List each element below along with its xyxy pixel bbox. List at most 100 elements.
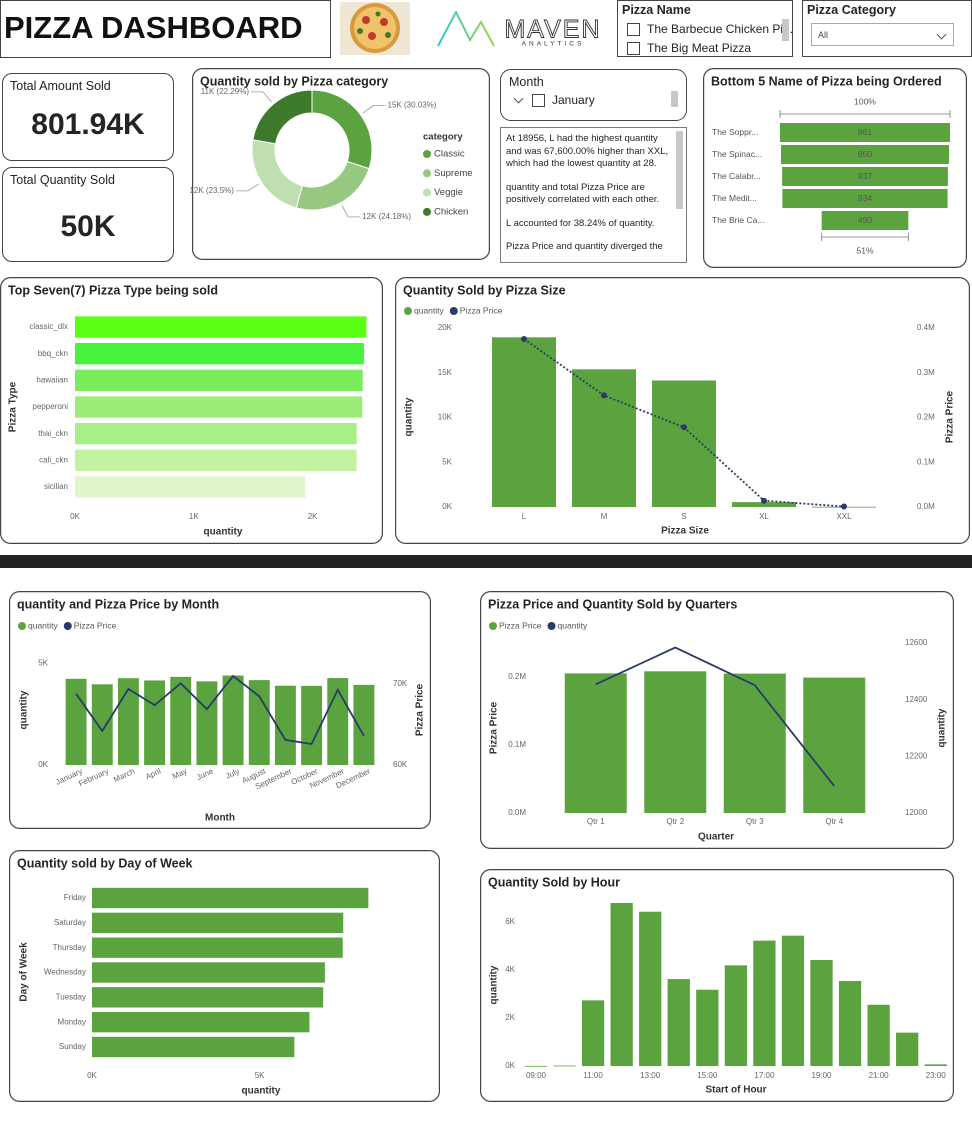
x-tick-label: L <box>522 512 527 521</box>
line-marker <box>761 497 767 504</box>
scrollbar[interactable] <box>671 91 678 107</box>
bar <box>524 1065 548 1067</box>
y-tick-label: pepperoni <box>32 402 68 411</box>
y2-tick-label: 12000 <box>905 808 928 817</box>
slicer-item[interactable]: The Big Meat Pizza <box>627 41 792 55</box>
y-tick-label: 0.1M <box>508 740 526 749</box>
slicer-item[interactable]: January <box>513 93 686 107</box>
y2-tick-label: 70K <box>393 679 408 688</box>
y-tick-label: Monday <box>58 1017 86 1026</box>
line <box>523 338 845 508</box>
card-label: Total Amount Sold <box>10 79 111 93</box>
bar <box>644 671 707 813</box>
narrative-box: At 18956, L had the highest quantity and… <box>500 127 687 263</box>
legend-label: Pizza Price <box>460 305 503 315</box>
y-tick-label: 0K <box>38 760 48 769</box>
y-tick-label: Saturday <box>54 918 86 927</box>
leader-line <box>235 183 260 192</box>
bar <box>92 987 324 1008</box>
slicer-title: Pizza Category <box>807 3 896 17</box>
y2-tick-label: 0.0M <box>917 502 935 511</box>
chart-title: Quantity sold by Day of Week <box>17 856 193 870</box>
x-tick-label: Qtr 1 <box>587 817 605 826</box>
legend-marker <box>547 622 556 630</box>
month-slicer: Month January <box>500 69 687 121</box>
y-tick-label: 0K <box>442 502 452 511</box>
bar <box>92 1036 295 1058</box>
bar <box>838 980 862 1066</box>
checkbox[interactable] <box>627 41 640 55</box>
line-marker <box>521 336 527 343</box>
y-tick-label: classic_dlx <box>29 322 68 331</box>
logo-subtext: ANALYTICS <box>522 41 585 48</box>
axis-title: Pizza Price <box>489 701 500 754</box>
bar <box>896 1032 919 1066</box>
narrative-text: At 18956, L had the highest quantity and… <box>506 133 669 169</box>
pizza-category-slicer: Pizza Category All <box>802 0 972 57</box>
funnel-bottom-label: 51% <box>856 245 873 255</box>
y-tick-label: 15K <box>438 368 453 377</box>
bar <box>75 316 367 338</box>
slicer-item[interactable]: The Barbecue Chicken Pi... <box>627 22 792 36</box>
bar <box>610 902 633 1066</box>
dashboard-title: PIZZA DASHBOARD <box>4 10 303 45</box>
bar <box>732 502 796 507</box>
x-tick-label: 13:00 <box>640 1071 661 1080</box>
bar <box>639 911 662 1066</box>
x-tick-label: Qtr 2 <box>666 817 684 826</box>
value-label: 937 <box>858 171 872 181</box>
bar <box>724 965 747 1066</box>
axis-title: Pizza Price <box>945 390 956 443</box>
bar <box>553 1065 576 1067</box>
bar <box>810 960 833 1066</box>
y-tick-label: 2K <box>505 1013 515 1022</box>
legend-label: Pizza Price <box>74 620 117 630</box>
leader-line <box>341 205 361 218</box>
x-tick-label: 11:00 <box>583 1071 603 1080</box>
chart-title: Bottom 5 Name of Pizza being Ordered <box>711 74 942 88</box>
leader-line <box>362 104 386 114</box>
y-tick-label: Sunday <box>59 1042 86 1051</box>
chevron[interactable] <box>513 93 524 103</box>
value-label: 950 <box>858 149 872 159</box>
bar <box>274 685 296 765</box>
legend-marker <box>423 169 431 178</box>
y-tick-label: bbq_ckn <box>38 349 68 358</box>
x-tick-label: 23:00 <box>926 1071 947 1080</box>
bar <box>667 979 690 1066</box>
bar <box>222 675 244 765</box>
bar <box>781 935 805 1066</box>
legend-label: Supreme <box>434 168 473 179</box>
bar <box>117 678 139 765</box>
data-label: 11K (22.29%) <box>201 87 250 96</box>
bar <box>75 449 357 471</box>
legend-label: Classic <box>434 149 465 160</box>
narrative: At 18956, L had the highest quantity and… <box>501 128 686 254</box>
axis-title: quantity <box>242 1086 281 1097</box>
leader-line <box>251 91 272 103</box>
checkbox[interactable] <box>627 22 640 36</box>
axis-title: Pizza Type <box>8 381 19 432</box>
x-tick-label: 19:00 <box>811 1071 832 1080</box>
x-tick-label: M <box>601 512 608 521</box>
logo-text: MAVEN <box>504 16 601 44</box>
bar <box>564 673 627 813</box>
value-label: 490 <box>858 215 872 225</box>
card-value: 50K <box>60 210 116 243</box>
bar <box>924 1064 947 1066</box>
slicer-title: Month <box>509 75 544 89</box>
separator <box>0 555 972 568</box>
checkbox[interactable] <box>532 93 545 107</box>
scrollbar[interactable] <box>782 19 789 41</box>
bar <box>92 937 343 958</box>
item-label: January <box>552 93 595 107</box>
legend-marker <box>423 150 431 158</box>
data-label: 12K (24.18%) <box>362 212 411 221</box>
dropdown[interactable]: All <box>811 23 954 46</box>
scrollbar[interactable] <box>676 131 683 209</box>
bar <box>652 380 716 507</box>
y2-tick-label: 12200 <box>905 751 928 760</box>
x-tick-label: Qtr 3 <box>746 817 764 826</box>
bar <box>92 887 369 909</box>
bar <box>196 681 218 765</box>
